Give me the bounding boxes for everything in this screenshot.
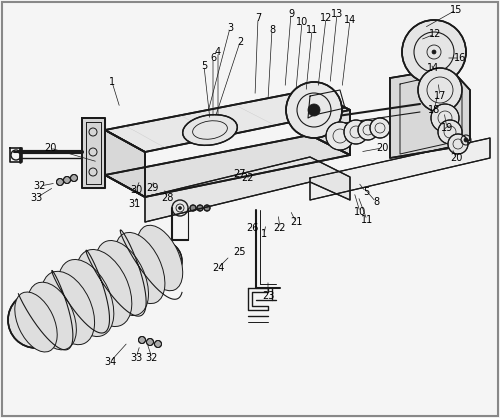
- Ellipse shape: [96, 240, 148, 316]
- Circle shape: [8, 292, 64, 348]
- Circle shape: [286, 82, 342, 138]
- Text: 28: 28: [161, 193, 173, 203]
- Polygon shape: [105, 90, 350, 152]
- Text: 15: 15: [450, 5, 462, 15]
- Text: 16: 16: [454, 53, 466, 63]
- Text: 1: 1: [109, 77, 115, 87]
- Text: 5: 5: [201, 61, 207, 71]
- Text: 21: 21: [290, 217, 302, 227]
- Text: 11: 11: [361, 215, 373, 225]
- Text: 4: 4: [215, 47, 221, 57]
- Circle shape: [142, 241, 182, 281]
- Text: 33: 33: [30, 193, 42, 203]
- Text: 31: 31: [128, 199, 140, 209]
- Polygon shape: [310, 138, 490, 200]
- Text: 24: 24: [212, 263, 224, 273]
- Circle shape: [402, 20, 466, 84]
- Circle shape: [56, 178, 64, 186]
- Circle shape: [197, 205, 203, 211]
- Text: 12: 12: [320, 13, 332, 23]
- Text: 30: 30: [130, 185, 142, 195]
- Circle shape: [190, 205, 196, 211]
- Text: 20: 20: [376, 143, 388, 153]
- Circle shape: [344, 120, 368, 144]
- Circle shape: [308, 104, 320, 116]
- Text: 8: 8: [269, 25, 275, 35]
- Circle shape: [64, 176, 70, 184]
- Circle shape: [159, 258, 165, 264]
- Text: 12: 12: [429, 29, 441, 39]
- Ellipse shape: [76, 250, 132, 326]
- Text: 32: 32: [146, 353, 158, 363]
- Circle shape: [138, 336, 145, 344]
- Text: 10: 10: [296, 17, 308, 27]
- Text: 13: 13: [331, 9, 343, 19]
- Text: 22: 22: [242, 173, 254, 183]
- Text: 27: 27: [234, 169, 246, 179]
- Text: 20: 20: [450, 153, 462, 163]
- Polygon shape: [390, 68, 470, 158]
- Ellipse shape: [42, 271, 94, 345]
- Text: 2: 2: [237, 37, 243, 47]
- Circle shape: [464, 138, 468, 142]
- Circle shape: [70, 174, 78, 181]
- Text: 22: 22: [274, 223, 286, 233]
- Text: 25: 25: [234, 247, 246, 257]
- Polygon shape: [145, 157, 350, 222]
- Ellipse shape: [138, 225, 182, 291]
- Text: 9: 9: [288, 9, 294, 19]
- Circle shape: [418, 68, 462, 112]
- Circle shape: [152, 270, 158, 276]
- Text: 10: 10: [354, 207, 366, 217]
- Text: 8: 8: [373, 197, 379, 207]
- Circle shape: [370, 118, 390, 138]
- Text: 34: 34: [104, 357, 116, 367]
- Text: 20: 20: [44, 143, 56, 153]
- Ellipse shape: [182, 115, 238, 145]
- Text: 5: 5: [363, 187, 369, 197]
- Circle shape: [152, 246, 158, 252]
- Ellipse shape: [58, 260, 114, 336]
- Text: 33: 33: [130, 353, 142, 363]
- Text: 29: 29: [146, 183, 158, 193]
- Circle shape: [431, 104, 459, 132]
- Text: 3: 3: [227, 23, 233, 33]
- Circle shape: [33, 317, 39, 323]
- Text: 18: 18: [428, 105, 440, 115]
- Polygon shape: [105, 130, 145, 197]
- Circle shape: [432, 50, 436, 54]
- Circle shape: [326, 122, 354, 150]
- Polygon shape: [82, 118, 105, 188]
- Circle shape: [204, 205, 210, 211]
- Text: 1: 1: [261, 229, 267, 239]
- Text: 6: 6: [210, 53, 216, 63]
- Text: 11: 11: [306, 25, 318, 35]
- Circle shape: [448, 134, 468, 154]
- Circle shape: [358, 120, 378, 140]
- Circle shape: [173, 258, 179, 264]
- Text: 7: 7: [255, 13, 261, 23]
- Text: 19: 19: [441, 123, 453, 133]
- Circle shape: [154, 341, 162, 347]
- Text: 14: 14: [427, 63, 439, 73]
- Circle shape: [146, 339, 154, 346]
- Circle shape: [438, 120, 462, 144]
- Text: 26: 26: [246, 223, 258, 233]
- Text: 17: 17: [434, 91, 446, 101]
- Text: 23: 23: [262, 291, 274, 301]
- Ellipse shape: [115, 232, 165, 303]
- Polygon shape: [310, 90, 350, 155]
- Polygon shape: [105, 135, 350, 197]
- Text: 32: 32: [34, 181, 46, 191]
- Ellipse shape: [28, 282, 76, 350]
- Ellipse shape: [15, 292, 57, 352]
- Text: 14: 14: [344, 15, 356, 25]
- Circle shape: [178, 206, 182, 209]
